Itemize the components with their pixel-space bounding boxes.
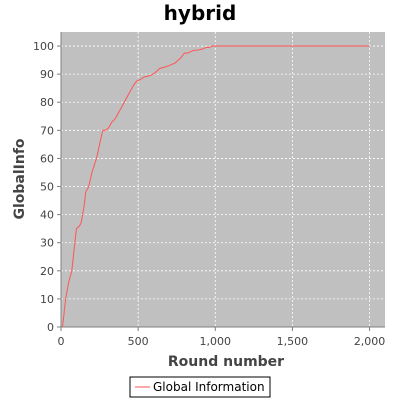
series-layer [62, 45, 370, 328]
axes [57, 32, 385, 331]
y-axis-label: GlobalInfo [12, 138, 28, 219]
y-tick-label: 70 [40, 124, 54, 137]
legend: Global Information [129, 376, 271, 398]
x-axis-label: Round number [168, 354, 284, 370]
y-tick-label: 100 [33, 40, 54, 53]
y-tick-label: 90 [40, 68, 54, 81]
x-tick-label: 0 [58, 335, 65, 348]
chart-title: hybrid [164, 1, 237, 25]
tick-labels: 0 500 1,000 1,500 2,000 0 10 20 30 40 50 60 70 80 90 10… [33, 40, 385, 348]
y-tick-label: 60 [40, 152, 54, 165]
y-tick-label: 80 [40, 96, 54, 109]
legend-entry-global-information: Global Information [153, 380, 265, 394]
x-tick-label: 1,000 [200, 335, 232, 348]
y-tick-label: 50 [40, 181, 54, 194]
x-tick-label: 500 [128, 335, 149, 348]
x-tick-label: 1,500 [277, 335, 309, 348]
y-tick-label: 20 [40, 265, 54, 278]
y-tick-label: 40 [40, 209, 54, 222]
y-tick-label: 30 [40, 237, 54, 250]
x-tick-label: 2,000 [354, 335, 386, 348]
legend-box [129, 376, 271, 398]
y-tick-label: 10 [40, 293, 54, 306]
y-tick-label: 0 [47, 321, 54, 334]
plot-area [61, 32, 385, 327]
series-line-global-information [62, 45, 370, 328]
